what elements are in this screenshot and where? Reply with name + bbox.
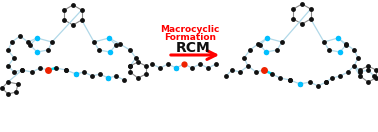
Text: Formation: Formation xyxy=(164,32,216,41)
Text: RCM: RCM xyxy=(176,41,211,55)
Text: Macrocyclic: Macrocyclic xyxy=(160,25,220,34)
FancyArrowPatch shape xyxy=(171,51,216,59)
